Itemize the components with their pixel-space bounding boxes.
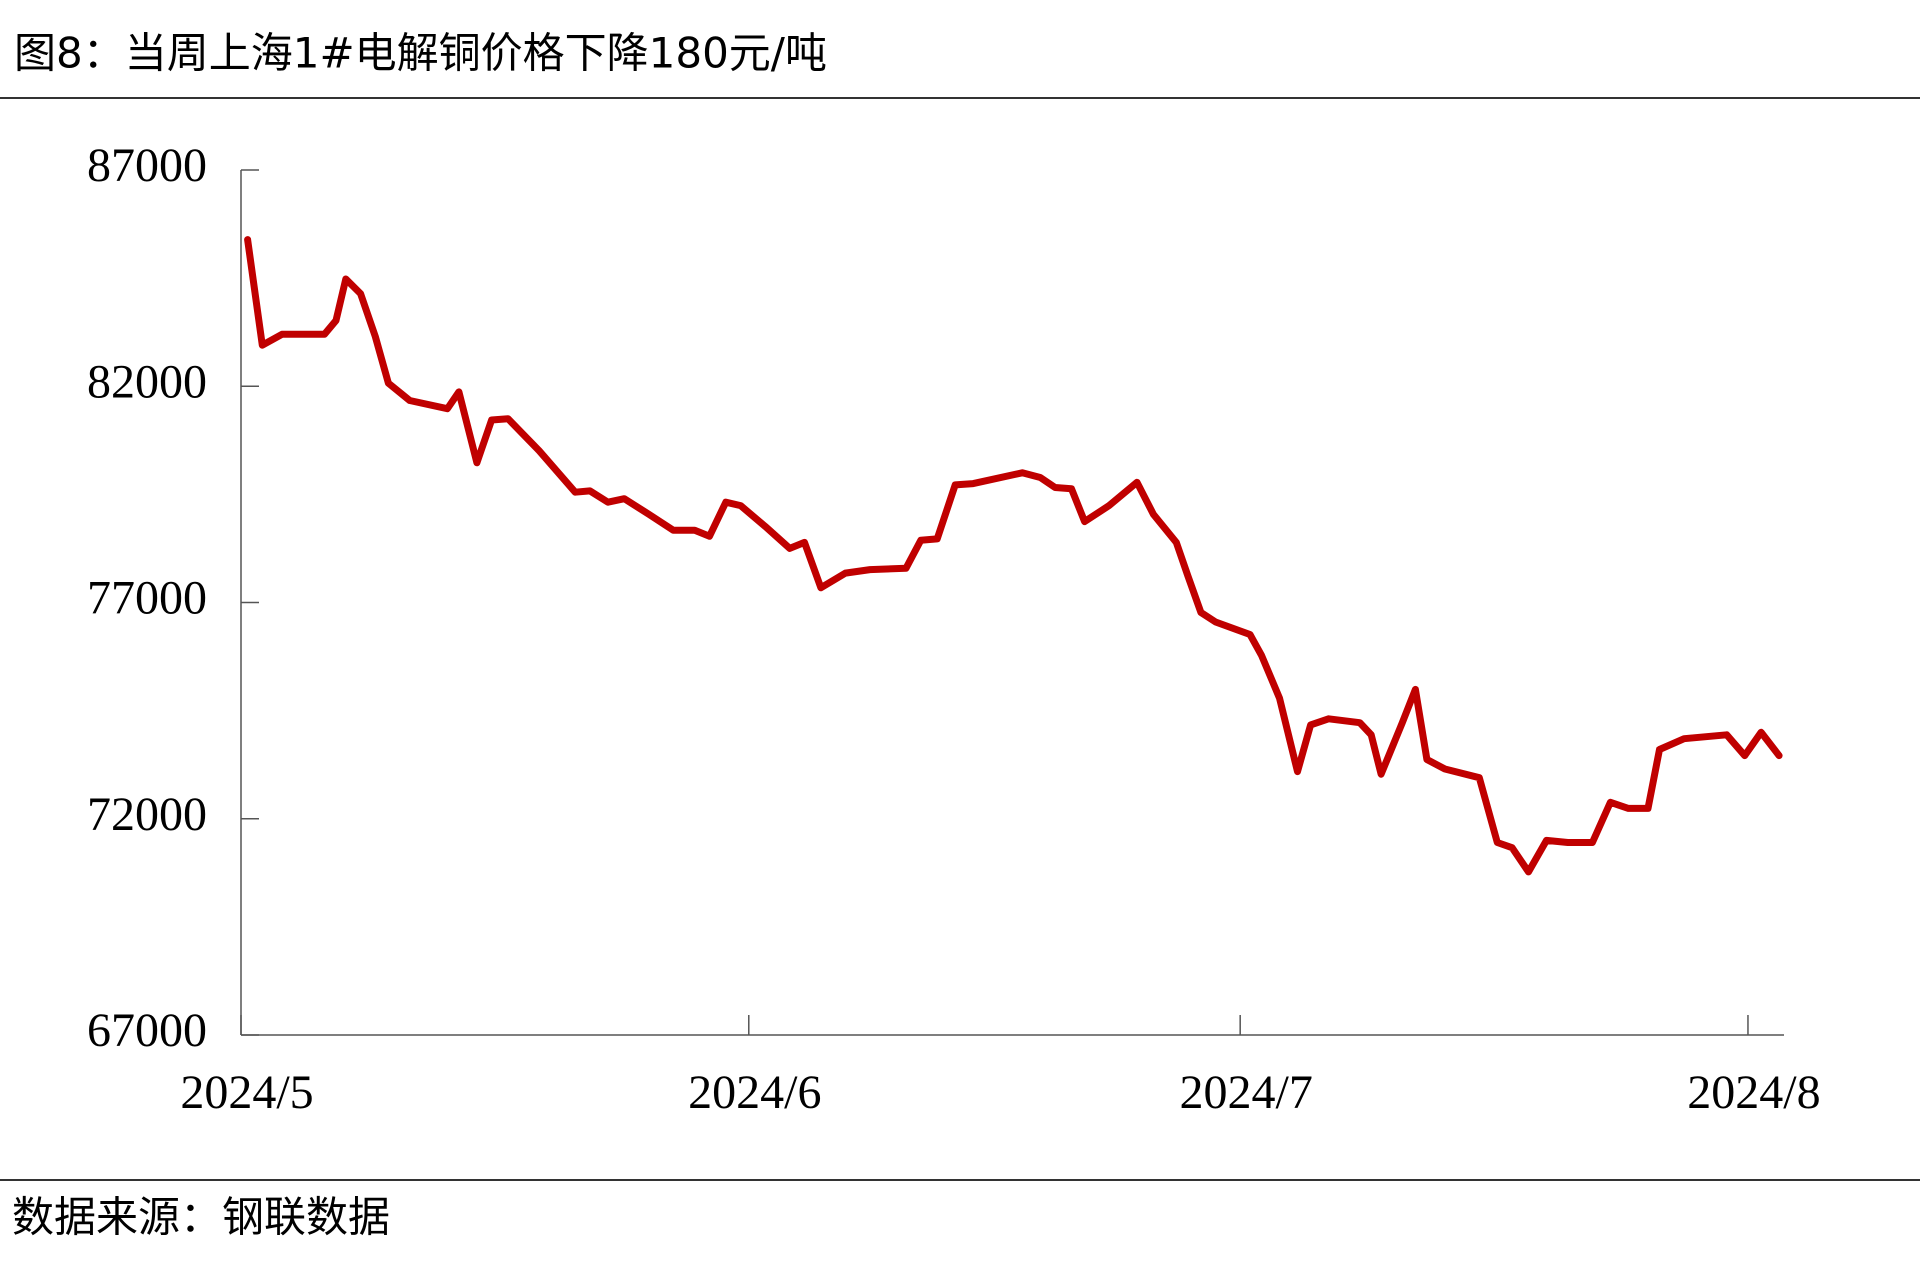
- chart-title: 图8：当周上海1#电解铜价格下降180元/吨: [14, 29, 827, 78]
- x-tick-label: 2024/6: [688, 1066, 821, 1119]
- y-tick-label: 87000: [87, 139, 207, 192]
- x-tick-label: 2024/5: [180, 1066, 313, 1119]
- y-tick-label: 77000: [87, 572, 207, 625]
- y-tick-label: 82000: [87, 355, 207, 408]
- price-line: [244, 236, 1783, 876]
- source-note: 数据来源：钢联数据: [12, 1193, 390, 1242]
- x-tick-label: 2024/7: [1180, 1066, 1313, 1119]
- y-tick-label: 67000: [87, 1004, 207, 1057]
- x-tick-label: 2024/8: [1687, 1066, 1820, 1119]
- y-tick-label: 72000: [87, 788, 207, 841]
